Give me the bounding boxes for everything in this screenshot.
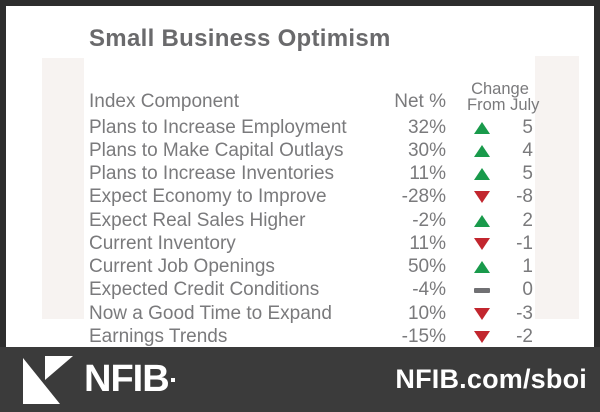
change-indicator: [467, 288, 497, 293]
optimism-table: Index Component Net % Change From July P…: [89, 80, 540, 349]
nfib-logo-text: NFIB: [84, 357, 170, 400]
component-label: Expect Real Sales Higher: [89, 209, 306, 231]
change-indicator: [467, 121, 497, 134]
down-arrow-icon: [474, 330, 490, 343]
net-percent-value: 10%: [407, 302, 446, 324]
change-indicator: [467, 191, 497, 204]
component-label: Expected Credit Conditions: [89, 279, 320, 301]
net-percent-value: -15%: [401, 325, 446, 347]
net-percent-value: -4%: [412, 279, 446, 301]
up-arrow-icon: [474, 214, 490, 227]
background-strip-left: [42, 58, 84, 319]
down-arrow-icon: [474, 307, 490, 320]
table-row: Expect Real Sales Higher -2% 2: [89, 209, 533, 232]
table-header-row: Index Component Net % Change From July: [89, 80, 540, 114]
header-change-line1: Change: [471, 80, 529, 98]
change-value: -2: [516, 325, 533, 347]
nfib-logo: NFIB: [23, 355, 175, 404]
net-percent-value: 11%: [409, 232, 446, 254]
table-row: Expect Economy to Improve -28% -8: [89, 186, 533, 209]
background-strip-right: [535, 56, 579, 319]
change-indicator: [467, 237, 497, 250]
net-percent-value: -2%: [412, 209, 446, 231]
change-value: 5: [522, 116, 533, 138]
table-row: Current Job Openings 50% 1: [89, 256, 533, 279]
component-label: Current Job Openings: [89, 256, 275, 278]
table-row: Plans to Increase Inventories 11% 5: [89, 163, 533, 186]
net-percent-value: 30%: [407, 139, 446, 161]
change-value: -8: [516, 186, 533, 208]
net-percent-value: -28%: [401, 186, 446, 208]
footer-url: NFIB.com/sboi: [395, 364, 587, 394]
net-percent-value: 50%: [407, 256, 446, 278]
up-arrow-icon: [474, 168, 490, 181]
change-value: -1: [516, 232, 533, 254]
component-label: Now a Good Time to Expand: [89, 302, 332, 324]
header-change-line2: From July: [467, 95, 540, 114]
table-row: Plans to Make Capital Outlays 30% 4: [89, 139, 533, 162]
page-title: Small Business Optimism: [89, 25, 391, 52]
net-percent-value: 11%: [409, 163, 446, 185]
change-value: 1: [522, 256, 533, 278]
down-arrow-icon: [474, 237, 490, 250]
nfib-logo-icon: [23, 356, 73, 404]
component-label: Plans to Increase Inventories: [89, 163, 335, 185]
change-indicator: [467, 144, 497, 157]
change-value: 5: [522, 163, 533, 185]
no-change-icon: [474, 288, 490, 293]
component-label: Expect Economy to Improve: [89, 186, 327, 208]
change-indicator: [467, 261, 497, 274]
header-net-percent: Net %: [394, 91, 446, 112]
change-indicator: [467, 307, 497, 320]
nfib-logo-trademark-dot: [170, 377, 175, 382]
component-label: Earnings Trends: [89, 325, 228, 347]
up-arrow-icon: [474, 121, 490, 134]
change-value: 4: [522, 139, 533, 161]
down-arrow-icon: [474, 191, 490, 204]
table-row: Plans to Increase Employment 32% 5: [89, 116, 533, 139]
table-row: Now a Good Time to Expand 10% -3: [89, 302, 533, 325]
change-value: 2: [522, 209, 533, 231]
change-indicator: [467, 168, 497, 181]
net-percent-value: 32%: [407, 116, 446, 138]
table-row: Earnings Trends -15% -2: [89, 325, 533, 348]
change-indicator: [467, 214, 497, 227]
component-label: Plans to Make Capital Outlays: [89, 139, 344, 161]
change-value: -3: [516, 302, 533, 324]
table-row: Expected Credit Conditions -4% 0: [89, 279, 533, 302]
change-value: 0: [522, 279, 533, 301]
table-row: Current Inventory 11% -1: [89, 232, 533, 255]
header-change-from-july: Change From July: [467, 80, 540, 114]
up-arrow-icon: [474, 261, 490, 274]
component-label: Plans to Increase Employment: [89, 116, 347, 138]
footer-bar: NFIB NFIB.com/sboi: [0, 347, 600, 412]
up-arrow-icon: [474, 144, 490, 157]
change-indicator: [467, 330, 497, 343]
table-body: Plans to Increase Employment 32% 5 Plans…: [89, 116, 533, 349]
component-label: Current Inventory: [89, 232, 236, 254]
header-index-component: Index Component: [89, 91, 239, 112]
